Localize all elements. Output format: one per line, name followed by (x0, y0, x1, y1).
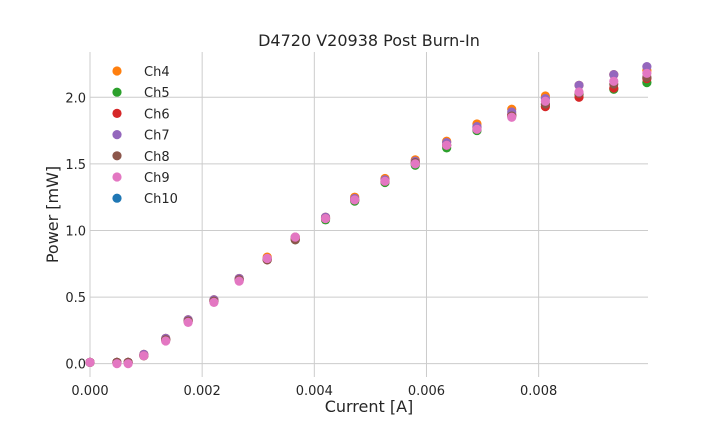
x-tick-label: 0.002 (184, 384, 221, 399)
legend-marker (112, 87, 122, 97)
data-point (234, 276, 244, 286)
legend-label: Ch4 (144, 65, 170, 80)
x-tick-label: 0.000 (71, 384, 108, 399)
legend-item-ch7[interactable]: Ch7 (112, 129, 170, 144)
legend-marker (112, 108, 122, 118)
data-point (642, 68, 652, 78)
legend-marker (112, 66, 122, 76)
data-point (574, 80, 584, 90)
legend-item-ch9[interactable]: Ch9 (112, 171, 170, 186)
y-tick-label: 1.5 (65, 158, 86, 173)
data-point (350, 195, 360, 205)
x-gridlines (89, 52, 540, 377)
data-point (380, 176, 390, 186)
legend-item-ch10[interactable]: Ch10 (112, 192, 178, 207)
legend-label: Ch5 (144, 86, 170, 101)
data-point (112, 359, 122, 369)
data-point (161, 336, 171, 346)
data-points (85, 62, 652, 369)
legend-marker (112, 193, 122, 203)
y-axis-label: Power [mW] (43, 166, 62, 263)
x-tick-label: 0.006 (408, 384, 445, 399)
data-point (262, 253, 272, 264)
y-tick-label: 0.5 (65, 291, 86, 306)
legend-item-ch8[interactable]: Ch8 (112, 150, 170, 165)
legend-label: Ch6 (144, 107, 170, 122)
legend-label: Ch10 (144, 192, 178, 207)
x-axis-label: Current [A] (325, 397, 414, 416)
data-point (410, 159, 420, 169)
data-point (290, 232, 300, 242)
y-gridlines (90, 96, 648, 365)
legend-marker (112, 151, 122, 161)
chart-title: D4720 V20938 Post Burn-In (258, 31, 480, 50)
y-tick-label: 2.0 (65, 91, 86, 106)
data-point (85, 357, 95, 367)
data-point (472, 124, 482, 134)
data-point (442, 140, 452, 150)
y-tick-labels: 0.0 0.5 1.0 1.5 2.0 (65, 91, 86, 372)
legend-item-ch6[interactable]: Ch6 (112, 107, 170, 122)
x-tick-labels: 0.000 0.002 0.004 0.006 0.008 (71, 384, 557, 399)
legend-item-ch5[interactable]: Ch5 (112, 86, 170, 101)
legend-marker (112, 130, 122, 140)
y-tick-label: 0.0 (65, 358, 86, 373)
data-point (540, 96, 550, 106)
data-point (139, 351, 149, 361)
data-point (320, 213, 331, 224)
data-point (507, 112, 517, 122)
data-point (123, 359, 133, 369)
legend[interactable]: Ch4 Ch5 Ch6 Ch7 Ch8 Ch9 Ch10 (112, 65, 178, 207)
series-ch9 (85, 68, 652, 369)
legend-marker (112, 172, 122, 182)
data-point (609, 70, 619, 80)
data-point (183, 317, 193, 327)
data-point (574, 87, 584, 97)
y-tick-label: 1.0 (65, 224, 86, 239)
x-tick-label: 0.008 (520, 384, 557, 399)
x-tick-label: 0.004 (296, 384, 333, 399)
legend-label: Ch9 (144, 171, 170, 186)
data-point (609, 76, 619, 86)
plot-area (90, 52, 648, 377)
legend-label: Ch8 (144, 150, 170, 165)
legend-label: Ch7 (144, 129, 170, 144)
legend-item-ch4[interactable]: Ch4 (112, 65, 170, 80)
data-point (209, 297, 219, 308)
data-point (642, 62, 652, 72)
